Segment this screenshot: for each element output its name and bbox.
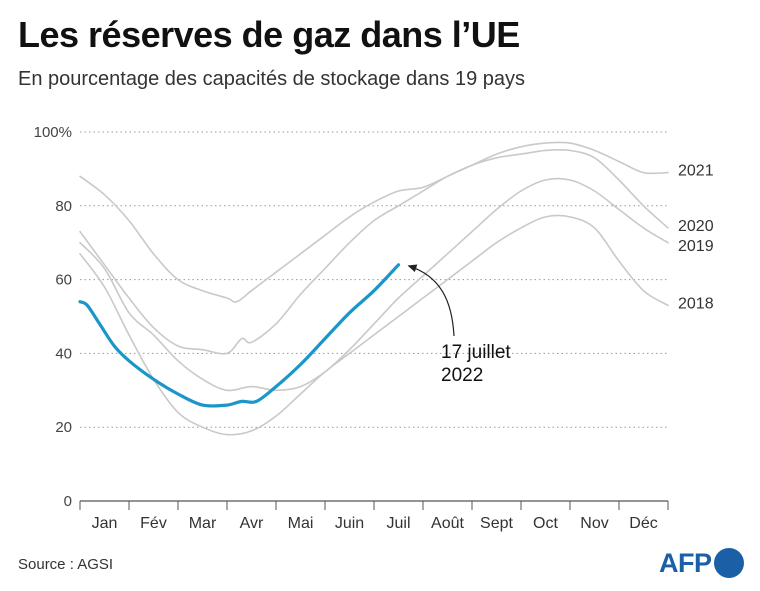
x-tick-label: Mai	[288, 515, 314, 532]
series-label-2021: 2021	[678, 163, 714, 180]
series-line-2019	[79, 177, 669, 392]
y-tick-label: 60	[55, 272, 72, 289]
x-tick-label: Déc	[629, 515, 657, 532]
gridlines: 0 20 40 60 80 100%	[34, 124, 668, 510]
x-tick-label: Oct	[533, 515, 558, 532]
y-tick-label: 40	[55, 345, 72, 362]
x-tick-label: Sept	[480, 515, 513, 532]
x-tick-label: Août	[431, 515, 464, 532]
y-tick-label: 100%	[34, 124, 72, 141]
annotation-text-line: 2022	[441, 365, 483, 386]
y-tick-label: 80	[55, 198, 72, 215]
series-label-2018: 2018	[678, 295, 714, 312]
x-tick-label: Mar	[189, 515, 217, 532]
x-tick-label: Fév	[140, 515, 167, 532]
x-tick-label: Jan	[92, 515, 118, 532]
x-tick-label: Avr	[240, 515, 264, 532]
series-layer	[78, 141, 669, 436]
source-note: Source : AGSI	[18, 556, 114, 573]
annotation-text-line: 17 juillet	[441, 342, 511, 363]
series-labels: 2021 2020 2019 2018	[678, 163, 714, 313]
y-tick-label: 0	[64, 493, 72, 510]
afp-logo: AFP	[659, 546, 744, 580]
series-line-2022	[78, 263, 401, 408]
series-label-2019: 2019	[678, 238, 714, 255]
chart-subtitle: En pourcentage des capacités de stockage…	[18, 68, 526, 90]
series-label-2020: 2020	[678, 218, 714, 235]
x-tick-label: Nov	[580, 515, 608, 532]
afp-logo-text: AFP	[659, 547, 712, 578]
x-axis: Jan Fév Mar Avr Mai Juin Juil Août Sept Oct Nov Déc	[79, 500, 669, 532]
x-tick-label: Juin	[335, 515, 364, 532]
annotation-arrow	[407, 264, 455, 337]
afp-logo-dot-icon	[713, 548, 744, 578]
x-tick-label: Juil	[386, 515, 410, 532]
series-line-2018	[79, 214, 669, 436]
series-line-2021	[79, 141, 669, 303]
series-line-2020	[79, 148, 669, 355]
chart-title: Les réserves de gaz dans l’UE	[18, 14, 520, 55]
y-tick-label: 20	[55, 419, 72, 436]
